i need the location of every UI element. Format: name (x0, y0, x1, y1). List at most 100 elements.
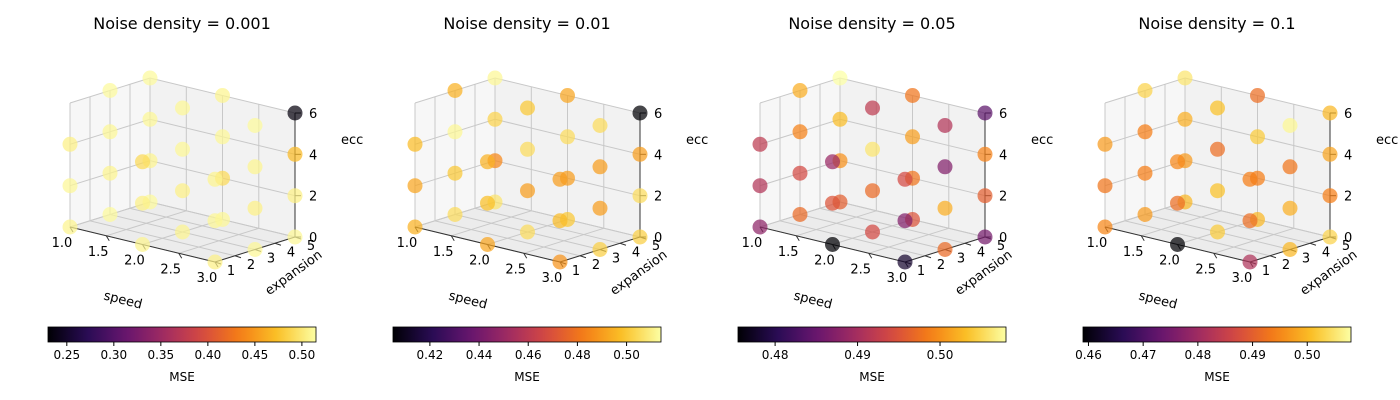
subplot-3: Noise density = 0.05 1.01.52.02.53.0 1 2 3 4… (737, 14, 1053, 384)
data-point (977, 105, 993, 121)
colorbar-tick-label: 0.45 (242, 348, 269, 362)
colorbar-tick-label: 0.47 (1130, 348, 1157, 362)
data-point (447, 165, 463, 181)
data-point (447, 207, 463, 222)
data-point (407, 178, 423, 194)
data-point (977, 188, 993, 204)
data-point (977, 146, 993, 162)
colorbar-gradient (392, 326, 662, 343)
data-point (1242, 254, 1258, 270)
y-tick-label: 4 (1322, 245, 1330, 260)
subplot-title: Noise density = 0.001 (93, 14, 271, 33)
y-tick-label: 3 (612, 252, 620, 267)
data-point (560, 129, 575, 145)
y-tick-mark (1309, 242, 1317, 246)
x-axis-label: speed (447, 289, 489, 313)
z-tick-label: 0 (309, 231, 317, 246)
data-point (62, 219, 78, 235)
data-point (897, 171, 913, 187)
y-tick-label: 1 (1262, 264, 1270, 279)
colorbar-tick-label: 0.48 (564, 348, 591, 362)
colorbar-tick-label: 0.50 (1294, 348, 1321, 362)
y-tick-label: 1 (917, 264, 925, 279)
data-point (480, 237, 495, 252)
y-tick-label: 4 (287, 245, 295, 260)
x-tick-label: 1.5 (1123, 245, 1144, 260)
y-tick-label: 3 (1302, 252, 1310, 267)
x-tick-label: 3.0 (1232, 271, 1253, 286)
data-point (1097, 178, 1113, 194)
subplot-1: Noise density = 0.001 1.01.52.02.53.0 1 2 3… (47, 14, 363, 384)
data-point (592, 118, 608, 133)
y-tick-label: 1 (572, 264, 580, 279)
data-point (1137, 83, 1153, 98)
y-tick-mark (924, 255, 932, 259)
data-point (135, 154, 150, 170)
data-point (1282, 242, 1298, 257)
data-point (1177, 70, 1193, 86)
data-point (905, 88, 920, 103)
y-tick-label: 3 (957, 252, 965, 267)
data-point (865, 100, 880, 116)
data-point (752, 178, 768, 194)
plot-area-3d: 1.01.52.02.53.0 1 2 3 4 50246speedexpansionec… (742, 70, 1053, 313)
colorbar-label: MSE (514, 370, 540, 384)
z-tick-label: 2 (1344, 190, 1352, 205)
data-point (1170, 154, 1185, 170)
data-point (1097, 219, 1113, 235)
data-point (480, 154, 495, 170)
x-tick-mark (868, 252, 873, 259)
data-point (1322, 229, 1338, 245)
data-point (1137, 165, 1153, 181)
data-point (632, 229, 648, 245)
data-point (865, 224, 880, 240)
data-point (247, 200, 263, 216)
data-point (832, 70, 848, 86)
colorbar: 0.25 0.30 0.35 0.40 0.45 0.50 (47, 326, 317, 362)
colorbar-tick-label: 0.49 (844, 348, 871, 362)
colorbar-gradient (737, 326, 1007, 343)
z-tick-label: 6 (999, 107, 1007, 122)
data-point (102, 165, 118, 181)
z-axis-label: ecc (1376, 133, 1398, 148)
data-point (102, 207, 118, 222)
x-tick-label: 1.5 (778, 245, 799, 260)
data-point (1282, 118, 1298, 133)
data-point (752, 136, 768, 152)
data-point (287, 146, 303, 162)
z-tick-label: 2 (999, 190, 1007, 205)
colorbar-tick-label: 0.46 (515, 348, 542, 362)
data-point (207, 254, 223, 270)
data-point (215, 129, 230, 145)
data-point (1282, 159, 1298, 175)
data-point (287, 229, 303, 245)
z-tick-label: 6 (654, 107, 662, 122)
x-tick-label: 2.5 (850, 262, 871, 277)
z-tick-label: 4 (999, 148, 1007, 163)
data-point (520, 141, 535, 157)
y-tick-mark (579, 255, 587, 259)
colorbar-tick-label: 0.50 (613, 348, 640, 362)
y-tick-label: 5 (307, 239, 315, 254)
colorbar-gradient (47, 326, 317, 343)
y-tick-label: 4 (632, 245, 640, 260)
data-point (247, 242, 263, 257)
y-tick-mark (234, 255, 242, 259)
colorbar: 0.42 0.44 0.46 0.48 0.50 (392, 326, 662, 362)
y-tick-label: 1 (227, 264, 235, 279)
x-tick-label: 1.0 (397, 236, 418, 251)
x-tick-label: 2.5 (1195, 262, 1216, 277)
colorbar-tick-label: 0.25 (53, 348, 80, 362)
x-tick-label: 2.0 (124, 254, 145, 269)
data-point (792, 83, 808, 98)
data-point (792, 165, 808, 181)
data-point (175, 141, 190, 157)
data-point (407, 136, 423, 152)
z-tick-label: 4 (309, 148, 317, 163)
data-point (447, 124, 463, 140)
data-point (207, 213, 223, 229)
data-point (520, 100, 535, 116)
x-tick-label: 1.0 (1087, 236, 1108, 251)
subplot-4: Noise density = 0.1 1.01.52.02.53.0 1 2 3 4 5… (1075, 14, 1398, 384)
